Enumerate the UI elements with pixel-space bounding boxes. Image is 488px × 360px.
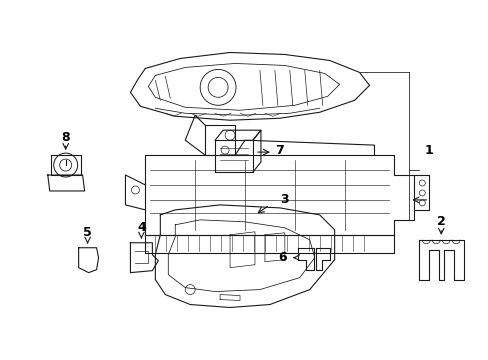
Text: 2: 2 [436,215,445,228]
Text: 5: 5 [83,226,92,239]
Text: 7: 7 [274,144,283,157]
Text: 8: 8 [61,131,70,144]
Text: 3: 3 [280,193,288,206]
Text: 1: 1 [424,144,432,157]
Text: 4: 4 [137,221,145,234]
Text: 6: 6 [278,251,286,264]
